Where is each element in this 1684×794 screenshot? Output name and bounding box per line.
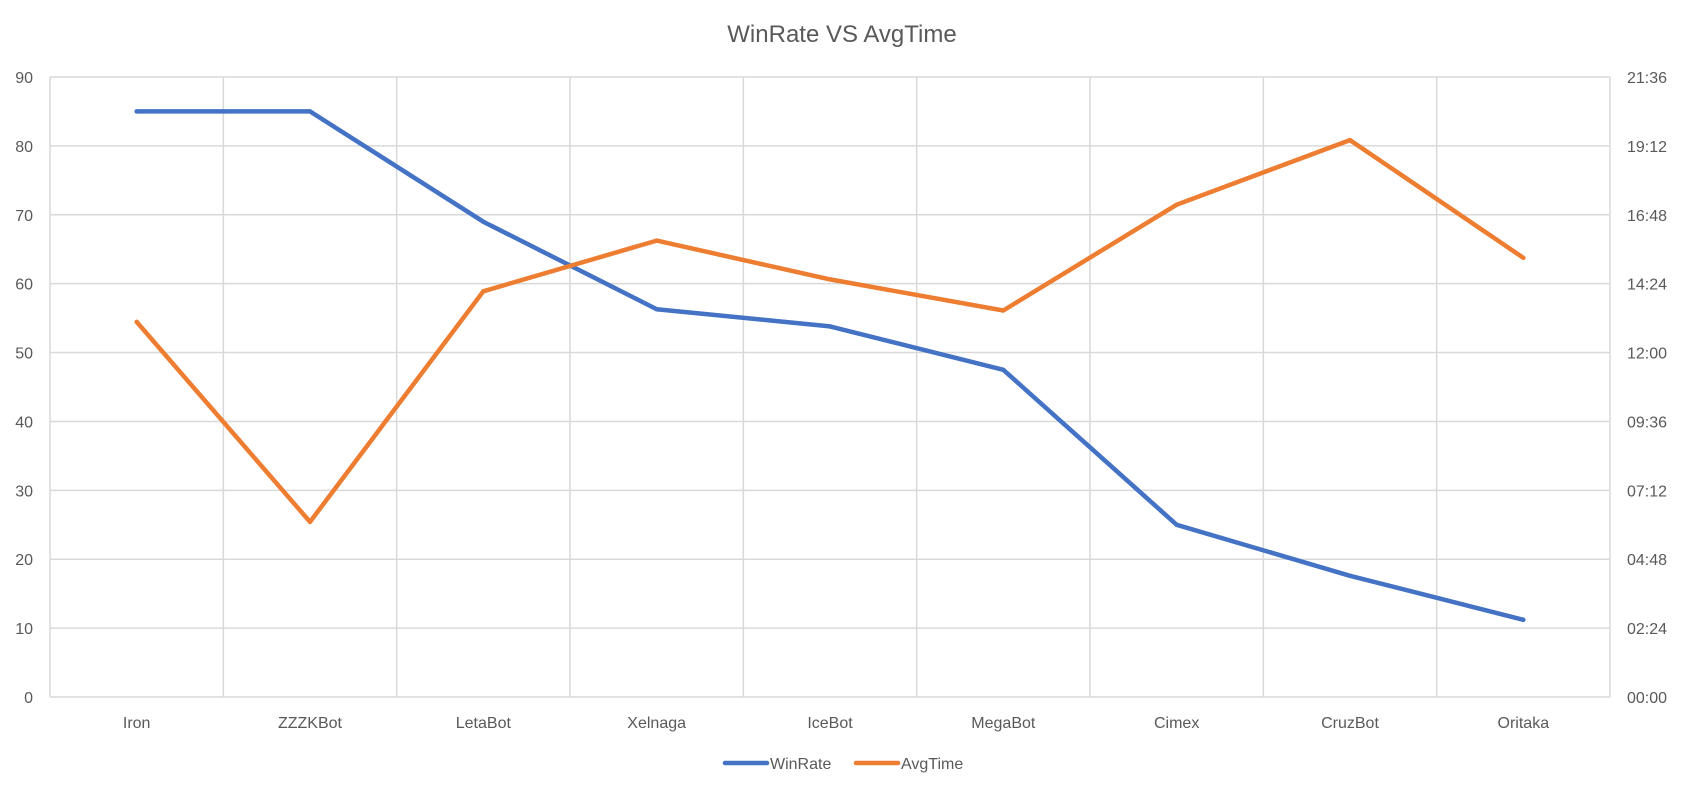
gridlines	[49, 76, 1611, 698]
y-right-tick-label: 00:00	[1627, 690, 1667, 707]
series-line-winrate	[134, 109, 1526, 623]
y-right-tick-label: 21:36	[1627, 70, 1667, 87]
data-point-winrate	[1001, 367, 1006, 372]
x-tick-label: LetaBot	[456, 715, 512, 732]
y-right-tick-label: 12:00	[1627, 346, 1667, 363]
y-right-tick-label: 04:48	[1627, 552, 1667, 569]
y-left-tick-label: 20	[15, 552, 33, 569]
data-point-winrate	[307, 109, 313, 114]
data-point-avgtime	[481, 289, 486, 294]
y-left-tick-label: 40	[15, 414, 33, 431]
data-point-avgtime	[827, 277, 833, 282]
series-lines	[134, 109, 1526, 623]
legend-label-avgtime: AvgTime	[901, 756, 963, 773]
y-left-tick-label: 30	[15, 483, 33, 500]
x-tick-label: ZZZKBot	[278, 715, 343, 732]
data-point-winrate	[827, 324, 833, 329]
data-point-winrate	[654, 307, 659, 312]
y-left-tick-label: 50	[15, 346, 33, 363]
data-point-winrate	[1347, 573, 1353, 578]
y-right-tick-label: 02:24	[1627, 621, 1667, 638]
x-tick-label: IceBot	[807, 715, 853, 732]
x-tick-label: Xelnaga	[627, 715, 686, 732]
y-right-tick-label: 07:12	[1627, 483, 1667, 500]
data-point-avgtime	[1001, 308, 1006, 313]
x-tick-label: Iron	[123, 715, 151, 732]
data-point-avgtime	[1174, 202, 1179, 207]
data-point-avgtime	[134, 319, 139, 325]
legend: WinRate AvgTime	[722, 756, 963, 773]
y-right-tick-label: 09:36	[1627, 414, 1667, 431]
x-tick-label: Cimex	[1154, 715, 1199, 732]
data-point-avgtime	[1521, 255, 1526, 260]
data-point-winrate	[481, 219, 486, 224]
series-line-avgtime	[134, 137, 1526, 525]
y-left-tick-label: 70	[15, 208, 33, 225]
y-right-tick-label: 16:48	[1627, 208, 1667, 225]
y-left-tick-label: 80	[15, 139, 33, 156]
chart-title: WinRate VS AvgTime	[727, 21, 956, 48]
x-tick-label: MegaBot	[971, 715, 1036, 732]
y-left-tick-label: 60	[15, 277, 33, 294]
y-left-tick-label: 90	[15, 70, 33, 87]
data-point-avgtime	[307, 519, 313, 525]
x-tick-label: CruzBot	[1321, 715, 1379, 732]
x-tick-label: Oritaka	[1498, 715, 1550, 732]
y-right-tick-label: 19:12	[1627, 139, 1667, 156]
y-left-tick-label: 10	[15, 621, 33, 638]
legend-label-winrate: WinRate	[770, 756, 831, 773]
y-right-tick-label: 14:24	[1627, 277, 1667, 294]
y-left-tick-label: 0	[24, 690, 33, 707]
data-point-avgtime	[1347, 137, 1353, 143]
data-point-winrate	[1174, 522, 1179, 527]
axes: 0 10 20 30 40 50 60 70 80 90 00:00 02:24 04:48 07:12 0…	[15, 70, 1667, 732]
data-point-winrate	[134, 109, 139, 114]
data-point-winrate	[1521, 617, 1526, 622]
data-point-avgtime	[654, 238, 659, 243]
